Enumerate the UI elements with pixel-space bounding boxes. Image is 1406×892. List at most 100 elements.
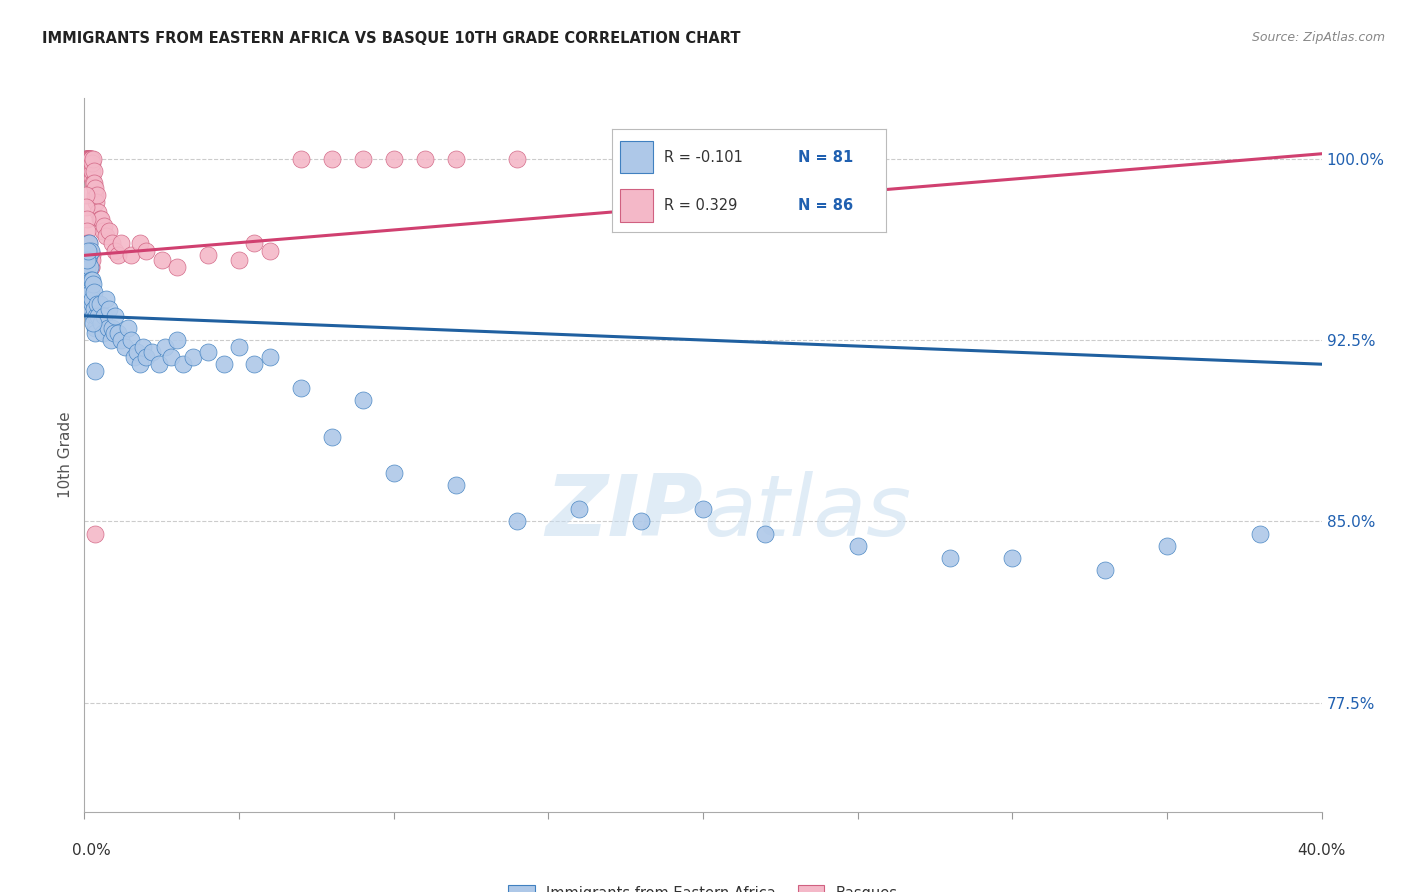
Point bbox=[197, 345, 219, 359]
Point bbox=[75, 152, 97, 166]
Point bbox=[77, 163, 100, 178]
Point bbox=[82, 253, 104, 268]
Point bbox=[1156, 539, 1178, 553]
Text: 0.0%: 0.0% bbox=[72, 843, 111, 858]
Point bbox=[101, 321, 124, 335]
Point bbox=[79, 272, 101, 286]
Point bbox=[75, 200, 97, 214]
Point bbox=[77, 152, 100, 166]
Point bbox=[77, 248, 100, 262]
Point bbox=[94, 229, 117, 244]
Text: R = 0.329: R = 0.329 bbox=[664, 198, 737, 213]
Point bbox=[86, 187, 108, 202]
Text: R = -0.101: R = -0.101 bbox=[664, 150, 742, 164]
Point bbox=[80, 248, 103, 262]
Text: atlas: atlas bbox=[703, 470, 911, 554]
Point bbox=[117, 321, 139, 335]
Point bbox=[80, 152, 103, 166]
Point bbox=[93, 309, 115, 323]
Point bbox=[754, 152, 776, 166]
Point bbox=[79, 156, 101, 170]
Point bbox=[82, 176, 104, 190]
Point bbox=[79, 272, 101, 286]
Point bbox=[83, 285, 105, 299]
Point bbox=[1249, 526, 1271, 541]
Text: ZIP: ZIP bbox=[546, 470, 703, 554]
Point bbox=[382, 152, 405, 166]
Point bbox=[80, 260, 103, 275]
Point bbox=[80, 253, 103, 268]
FancyBboxPatch shape bbox=[620, 141, 652, 173]
Text: N = 81: N = 81 bbox=[799, 150, 853, 164]
Point bbox=[75, 187, 97, 202]
Text: N = 86: N = 86 bbox=[799, 198, 853, 213]
Point bbox=[243, 357, 266, 371]
Point bbox=[76, 236, 98, 251]
Point bbox=[84, 526, 107, 541]
Point bbox=[79, 260, 101, 275]
Point bbox=[321, 430, 343, 444]
Point bbox=[76, 212, 98, 227]
Point bbox=[80, 301, 103, 316]
Point bbox=[77, 260, 100, 275]
Point bbox=[79, 152, 101, 166]
Point bbox=[80, 170, 103, 185]
Point bbox=[89, 297, 111, 311]
Point bbox=[444, 152, 467, 166]
Point bbox=[82, 292, 104, 306]
Point bbox=[129, 236, 152, 251]
Point bbox=[114, 340, 136, 354]
Point bbox=[444, 478, 467, 492]
Point bbox=[181, 350, 204, 364]
Text: Source: ZipAtlas.com: Source: ZipAtlas.com bbox=[1251, 31, 1385, 45]
Point bbox=[77, 253, 100, 268]
Point bbox=[122, 350, 145, 364]
Point bbox=[84, 180, 107, 194]
Point bbox=[93, 219, 115, 234]
Point bbox=[104, 244, 127, 258]
Point bbox=[75, 152, 97, 166]
Point bbox=[80, 248, 103, 262]
Point bbox=[98, 301, 121, 316]
Point bbox=[259, 244, 281, 258]
Point bbox=[77, 236, 100, 251]
Point bbox=[150, 253, 173, 268]
Point bbox=[77, 277, 100, 292]
Point bbox=[352, 393, 374, 408]
Point bbox=[120, 248, 142, 262]
Point bbox=[103, 326, 125, 340]
Point bbox=[76, 260, 98, 275]
Point bbox=[90, 212, 112, 227]
Point bbox=[290, 381, 312, 395]
Point bbox=[91, 224, 114, 238]
Point bbox=[568, 502, 591, 516]
Point bbox=[754, 526, 776, 541]
Point bbox=[692, 502, 714, 516]
Point bbox=[76, 224, 98, 238]
Point bbox=[80, 244, 103, 258]
Point bbox=[87, 309, 110, 323]
Point bbox=[630, 152, 652, 166]
Point bbox=[1001, 550, 1024, 565]
Point bbox=[80, 297, 103, 311]
Point bbox=[120, 333, 142, 347]
Point bbox=[77, 268, 100, 282]
Point bbox=[79, 292, 101, 306]
Point bbox=[382, 466, 405, 480]
Point bbox=[228, 253, 250, 268]
Point bbox=[76, 152, 98, 166]
Point bbox=[83, 187, 105, 202]
Point bbox=[76, 272, 98, 286]
Point bbox=[939, 550, 962, 565]
Point bbox=[76, 152, 98, 166]
Point bbox=[352, 152, 374, 166]
Point bbox=[243, 236, 266, 251]
Point bbox=[90, 316, 112, 330]
Point bbox=[94, 292, 117, 306]
Point bbox=[83, 176, 105, 190]
Point bbox=[172, 357, 194, 371]
Point bbox=[846, 539, 869, 553]
Point bbox=[77, 152, 100, 166]
Point bbox=[76, 152, 98, 166]
Point bbox=[77, 152, 100, 166]
